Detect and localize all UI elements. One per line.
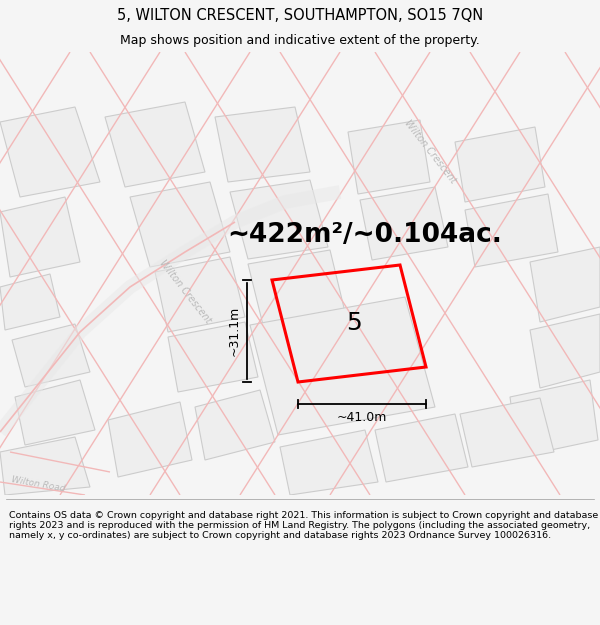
Text: ~31.1m: ~31.1m xyxy=(227,306,241,356)
Text: 5: 5 xyxy=(346,311,362,336)
Polygon shape xyxy=(0,437,90,495)
Polygon shape xyxy=(230,180,328,259)
Polygon shape xyxy=(248,250,345,325)
Polygon shape xyxy=(0,274,60,330)
Polygon shape xyxy=(375,414,468,482)
Polygon shape xyxy=(195,390,275,460)
Text: Wilton Crescent: Wilton Crescent xyxy=(157,258,213,326)
Polygon shape xyxy=(455,127,545,202)
Text: Contains OS data © Crown copyright and database right 2021. This information is : Contains OS data © Crown copyright and d… xyxy=(9,511,598,541)
Polygon shape xyxy=(250,297,435,435)
Text: Wilton Crescent: Wilton Crescent xyxy=(402,118,458,186)
Polygon shape xyxy=(105,102,205,187)
Polygon shape xyxy=(360,187,448,260)
Polygon shape xyxy=(0,107,100,197)
Text: ~422m²/~0.104ac.: ~422m²/~0.104ac. xyxy=(227,222,502,248)
Polygon shape xyxy=(108,402,192,477)
Polygon shape xyxy=(0,197,80,277)
Polygon shape xyxy=(155,257,245,332)
Polygon shape xyxy=(130,182,230,267)
Polygon shape xyxy=(12,324,90,387)
Polygon shape xyxy=(348,120,430,194)
Polygon shape xyxy=(280,430,378,495)
Text: Wilton Road: Wilton Road xyxy=(10,475,65,493)
Polygon shape xyxy=(215,107,310,182)
Polygon shape xyxy=(168,322,258,392)
Polygon shape xyxy=(530,314,600,388)
Text: Map shows position and indicative extent of the property.: Map shows position and indicative extent… xyxy=(120,34,480,47)
Polygon shape xyxy=(15,380,95,445)
Polygon shape xyxy=(510,380,598,457)
Polygon shape xyxy=(530,247,600,322)
Polygon shape xyxy=(465,194,558,267)
Text: ~41.0m: ~41.0m xyxy=(337,411,387,424)
Text: 5, WILTON CRESCENT, SOUTHAMPTON, SO15 7QN: 5, WILTON CRESCENT, SOUTHAMPTON, SO15 7Q… xyxy=(117,8,483,23)
Polygon shape xyxy=(460,398,554,467)
